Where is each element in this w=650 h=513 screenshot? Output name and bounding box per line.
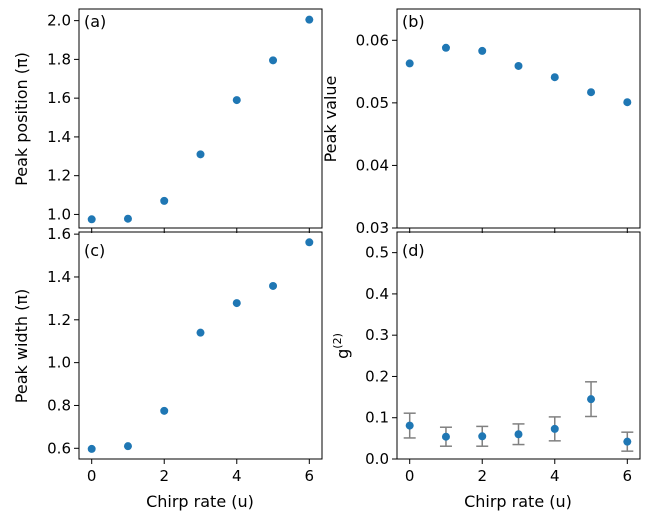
data-point	[441, 432, 450, 441]
panel-d-xlabel: Chirp rate (u)	[464, 492, 572, 511]
panel-a-ytick-label: 1.4	[47, 128, 71, 146]
data-point	[550, 73, 559, 82]
panel-d-xtick-label: 0	[405, 467, 415, 485]
data-point	[441, 43, 450, 52]
panel-a-frame	[78, 8, 323, 229]
panel-b-label: (b)	[402, 12, 425, 31]
data-point	[123, 214, 132, 223]
panel-b-ylabel: Peak value	[321, 76, 340, 163]
panel-c-ytick-label: 0.8	[47, 396, 71, 414]
data-point	[123, 442, 132, 451]
panel-d-label: (d)	[402, 241, 425, 260]
panel-a-ytick-label: 1.8	[47, 50, 71, 68]
data-point	[514, 61, 523, 70]
data-point	[550, 424, 559, 433]
panel-b-ytick-label: 0.05	[356, 94, 389, 112]
panel-a-ytick-label: 1.2	[47, 167, 71, 185]
data-point	[405, 421, 414, 430]
panel-a-ytick-label: 2.0	[47, 12, 71, 30]
panel-d-xtick-label: 2	[477, 467, 487, 485]
panel-a-ytick-label: 1.0	[47, 205, 71, 223]
panel-d-ytick-label: 0.3	[365, 326, 389, 344]
panel-c-xtick-label: 6	[305, 467, 315, 485]
data-point	[305, 15, 314, 24]
panel-c-label: (c)	[84, 241, 105, 260]
panel-c-xtick-label: 4	[232, 467, 242, 485]
data-point	[87, 215, 96, 224]
panel-a-markers	[87, 15, 314, 224]
panel-c-ytick-label: 1.6	[47, 225, 71, 243]
panel-d-ytick-label: 0.2	[365, 367, 389, 385]
panel-b-frame	[396, 8, 641, 229]
panel-b-ytick-label: 0.03	[356, 219, 389, 237]
panel-c-ytick-label: 1.0	[47, 354, 71, 372]
panel-c-ytick-label: 1.4	[47, 268, 71, 286]
data-point	[514, 430, 523, 439]
data-point	[232, 96, 241, 105]
panel-d-ylabel-superscript: (2)	[331, 333, 344, 349]
panel-d-markers	[405, 395, 632, 446]
panel-b: 0.03 0.04 0.05 0.06 (b) Peak value	[321, 8, 641, 237]
panel-d-ticks: 0 2 4 6 0.0 0.1 0.2 0.3 0.4 0.5	[365, 244, 632, 485]
data-point	[196, 150, 205, 159]
panel-b-ticks: 0.03 0.04 0.05 0.06	[356, 31, 628, 237]
panel-c-xtick-label: 0	[87, 467, 97, 485]
panel-c-xlabel: Chirp rate (u)	[146, 492, 254, 511]
data-point	[87, 444, 96, 453]
panel-a-ticks: 1.0 1.2 1.4 1.6 1.8 2.0	[47, 12, 310, 233]
panel-c-ytick-label: 0.6	[47, 439, 71, 457]
panel-c-ytick-label: 1.2	[47, 311, 71, 329]
panel-a-label: (a)	[84, 12, 106, 31]
panel-c-frame	[78, 231, 323, 460]
panel-c-xtick-label: 2	[159, 467, 169, 485]
data-point	[623, 437, 632, 446]
data-point	[232, 299, 241, 308]
panel-d-ytick-label: 0.4	[365, 285, 389, 303]
panel-b-ytick-label: 0.06	[356, 31, 389, 49]
panel-d-frame	[396, 231, 641, 460]
panel-a: 1.0 1.2 1.4 1.6 1.8 2.0 (a) Peak position (π)	[12, 8, 323, 233]
data-point	[587, 395, 596, 404]
panel-d: 0 2 4 6 0.0 0.1 0.2 0.3 0.4 0.5 (d) g(2) Chirp ra…	[331, 231, 641, 511]
panel-c-markers	[87, 238, 314, 453]
data-point	[478, 46, 487, 55]
data-point	[623, 98, 632, 107]
panel-a-ytick-label: 1.6	[47, 89, 71, 107]
data-point	[269, 56, 278, 65]
panel-b-ytick-label: 0.04	[356, 156, 389, 174]
panel-c-ylabel: Peak width (π)	[12, 289, 31, 403]
panel-d-xtick-label: 6	[623, 467, 633, 485]
data-point	[160, 196, 169, 205]
data-point	[478, 432, 487, 441]
data-point	[269, 281, 278, 290]
data-point	[160, 406, 169, 415]
panel-d-ylabel: g(2)	[331, 333, 352, 359]
panel-d-ytick-label: 0.1	[365, 409, 389, 427]
panel-c: 0 2 4 6 0.6 0.8 1.0 1.2 1.4 1.6 (c) Peak width (π…	[12, 225, 323, 511]
panel-d-ylabel-main: g	[333, 349, 352, 359]
panel-d-ytick-label: 0.0	[365, 450, 389, 468]
data-point	[405, 59, 414, 68]
panel-a-ylabel: Peak position (π)	[12, 52, 31, 186]
data-point	[305, 238, 314, 247]
data-point	[196, 328, 205, 337]
panel-d-ytick-label: 0.5	[365, 244, 389, 262]
data-point	[587, 88, 596, 97]
panel-c-ticks: 0 2 4 6 0.6 0.8 1.0 1.2 1.4 1.6	[47, 225, 314, 485]
panel-b-markers	[405, 43, 632, 107]
panel-d-xtick-label: 4	[550, 467, 560, 485]
